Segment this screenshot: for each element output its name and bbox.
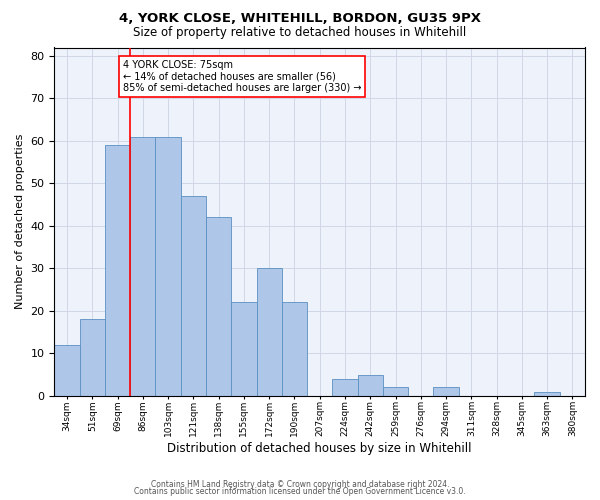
Bar: [130, 136, 155, 396]
Bar: [55, 345, 80, 396]
Bar: [383, 388, 408, 396]
Text: Contains HM Land Registry data © Crown copyright and database right 2024.: Contains HM Land Registry data © Crown c…: [151, 480, 449, 489]
Bar: [181, 196, 206, 396]
X-axis label: Distribution of detached houses by size in Whitehill: Distribution of detached houses by size …: [167, 442, 472, 455]
Text: Contains public sector information licensed under the Open Government Licence v3: Contains public sector information licen…: [134, 487, 466, 496]
Text: Size of property relative to detached houses in Whitehill: Size of property relative to detached ho…: [133, 26, 467, 39]
Bar: [282, 302, 307, 396]
Bar: [535, 392, 560, 396]
Text: 4, YORK CLOSE, WHITEHILL, BORDON, GU35 9PX: 4, YORK CLOSE, WHITEHILL, BORDON, GU35 9…: [119, 12, 481, 26]
Text: 4 YORK CLOSE: 75sqm
← 14% of detached houses are smaller (56)
85% of semi-detach: 4 YORK CLOSE: 75sqm ← 14% of detached ho…: [122, 60, 361, 94]
Y-axis label: Number of detached properties: Number of detached properties: [15, 134, 25, 310]
Bar: [80, 320, 105, 396]
Bar: [332, 379, 358, 396]
Bar: [155, 136, 181, 396]
Bar: [206, 218, 231, 396]
Bar: [433, 388, 458, 396]
Bar: [231, 302, 257, 396]
Bar: [358, 374, 383, 396]
Bar: [105, 145, 130, 396]
Bar: [257, 268, 282, 396]
